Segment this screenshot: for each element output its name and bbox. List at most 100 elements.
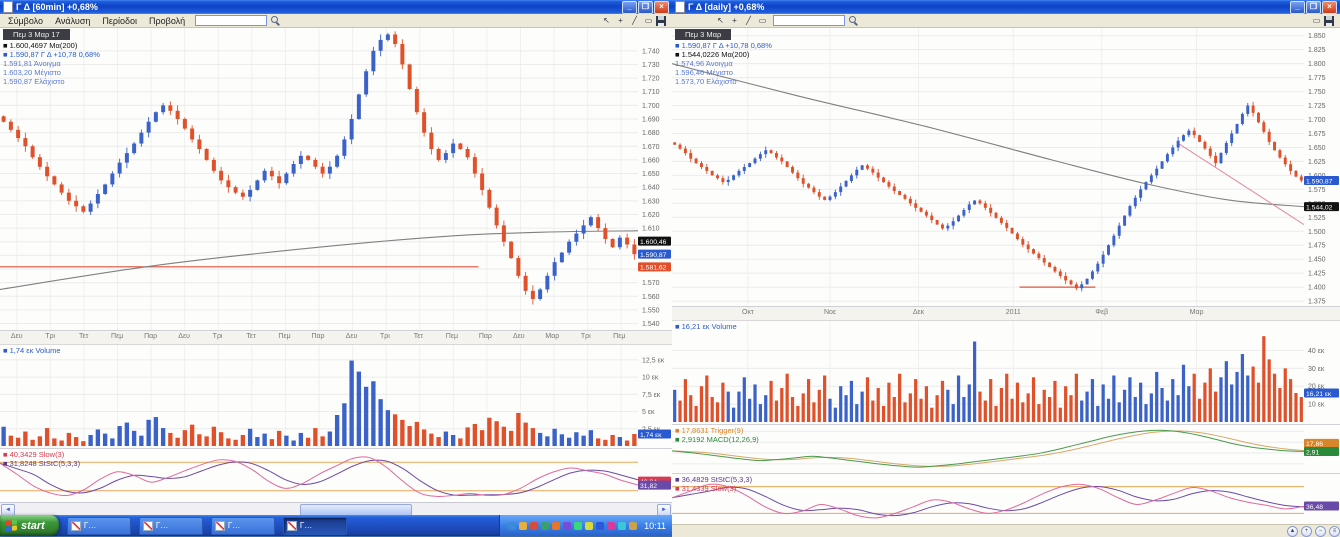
start-button[interactable]: start bbox=[0, 515, 59, 536]
svg-text:7,5 εκ: 7,5 εκ bbox=[642, 392, 661, 399]
crosshair-tool-icon[interactable]: + bbox=[732, 16, 737, 25]
macd-chart-daily[interactable]: ■ 17,8631 Trigger(9) ■ 2,9192 MACD(12,26,… bbox=[672, 425, 1340, 474]
save-icon[interactable] bbox=[656, 15, 666, 26]
symbol-search-input[interactable] bbox=[195, 15, 268, 26]
search-icon[interactable] bbox=[271, 15, 281, 26]
minimize-button[interactable]: _ bbox=[622, 0, 637, 14]
svg-text:1.640: 1.640 bbox=[642, 185, 660, 192]
stochastic-chart-60min[interactable]: ■ 40,3429 Slow(3) ■ 31,8248 StStC(5,3,3) … bbox=[0, 449, 672, 505]
svg-text:1.750: 1.750 bbox=[1308, 89, 1326, 96]
windows-flag-icon bbox=[6, 519, 17, 532]
symbol-search-input[interactable] bbox=[773, 15, 845, 26]
tray-icon-6[interactable] bbox=[574, 521, 583, 530]
tray-icon-1[interactable] bbox=[519, 521, 528, 530]
time-axis-label: Τετ bbox=[78, 333, 89, 340]
svg-text:1.525: 1.525 bbox=[1308, 215, 1326, 222]
search-icon[interactable] bbox=[849, 15, 859, 26]
tray-icon-2[interactable] bbox=[530, 521, 539, 530]
svg-text:36,48: 36,48 bbox=[1306, 504, 1323, 511]
taskbar-window-button-1[interactable]: Γ… bbox=[138, 516, 203, 535]
tray-icon-0[interactable] bbox=[508, 521, 517, 530]
trendline-tool-icon[interactable]: ╱ bbox=[746, 16, 751, 25]
cursor-tool-icon[interactable]: ↖ bbox=[717, 16, 724, 25]
menu-item-2[interactable]: Περίοδοι bbox=[102, 15, 138, 26]
rectangle-tool-icon[interactable]: ▭ bbox=[758, 16, 767, 25]
svg-text:1.740: 1.740 bbox=[642, 48, 660, 55]
titlebar-60min[interactable]: Γ Δ [60min] +0,68% _ ❐ × bbox=[0, 0, 672, 14]
price-chart-daily[interactable]: Πεμ 3 Μαρ ■ 1.590,87 Γ Δ +10,78 0,68% ■ 1.… bbox=[672, 28, 1340, 307]
close-button[interactable]: × bbox=[1322, 0, 1337, 14]
svg-text:1,74 εκ: 1,74 εκ bbox=[640, 432, 662, 439]
zoom-out-button[interactable]: − bbox=[1315, 525, 1326, 537]
taskbar-window-button-0[interactable]: Γ… bbox=[66, 516, 131, 535]
zoom-tool-icon[interactable]: ▭ bbox=[1312, 16, 1321, 25]
taskbar-window-button-2[interactable]: Γ… bbox=[210, 516, 275, 535]
stochastic-chart-daily[interactable]: ■ 36,4829 StStC(5,3,3) ■ 31,4339 Slow(3) … bbox=[672, 474, 1340, 527]
maximize-button[interactable]: ❐ bbox=[1306, 0, 1321, 14]
time-axis-label: Νοε bbox=[823, 309, 837, 316]
time-axis-label: 2011 bbox=[1005, 309, 1021, 316]
time-axis-label: Δεκ bbox=[912, 309, 925, 316]
task-button-label: Γ… bbox=[83, 521, 97, 530]
svg-text:1.540: 1.540 bbox=[642, 321, 660, 328]
rectangle-tool-icon[interactable]: ▭ bbox=[644, 16, 653, 25]
crosshair-tool-icon[interactable]: + bbox=[618, 16, 623, 25]
taskbar-window-button-3[interactable]: Γ… bbox=[282, 516, 347, 535]
taskbar: start Γ… Γ… Γ… Γ… 10:11 bbox=[0, 515, 672, 536]
zoom-in-button[interactable]: + bbox=[1301, 525, 1312, 537]
taskbar-clock: 10:11 bbox=[644, 520, 666, 531]
tray-icon-10[interactable] bbox=[618, 521, 627, 530]
tray-icon-8[interactable] bbox=[596, 521, 605, 530]
window-doc-icon bbox=[675, 1, 685, 13]
save-icon[interactable] bbox=[1324, 15, 1334, 26]
scroll-up-button[interactable]: ▲ bbox=[1287, 525, 1298, 537]
maximize-button[interactable]: ❐ bbox=[638, 0, 653, 14]
tray-icon-5[interactable] bbox=[563, 521, 572, 530]
system-tray: 10:11 bbox=[499, 515, 672, 536]
chart-status-strip: ▲ + − ≡ bbox=[672, 524, 1340, 537]
svg-text:1.400: 1.400 bbox=[1308, 285, 1326, 292]
menu-group: Σύμβολο Ανάλυση Περίοδοι Προβολή bbox=[2, 16, 191, 26]
svg-text:1.720: 1.720 bbox=[642, 76, 660, 83]
pane-resize-button[interactable]: ≡ bbox=[1329, 525, 1340, 537]
trendline-tool-icon[interactable]: ╱ bbox=[632, 16, 637, 25]
time-axis-label: Δευ bbox=[513, 333, 525, 340]
time-axis-label: Παρ bbox=[311, 333, 325, 340]
svg-text:1.590,87: 1.590,87 bbox=[1306, 178, 1333, 185]
time-axis-60min: Δευ Τρι Τετ Πεμ Παρ Δευ Τρι Τετ Πεμ Παρ Δευ Τρι Τετ Π… bbox=[0, 331, 672, 345]
tray-icon-7[interactable] bbox=[585, 521, 594, 530]
time-axis-label: Μαρ bbox=[545, 333, 560, 340]
tray-icon-11[interactable] bbox=[629, 521, 638, 530]
close-button[interactable]: × bbox=[654, 0, 669, 14]
menu-item-0[interactable]: Σύμβολο bbox=[8, 15, 44, 26]
volume-chart-daily[interactable]: ■ 16,21 εκ Volume 40 εκ 30 εκ 20 εκ 10 εκ 16… bbox=[672, 321, 1340, 425]
svg-text:1.675: 1.675 bbox=[1308, 131, 1326, 138]
svg-text:1.590,87: 1.590,87 bbox=[640, 252, 667, 259]
task-button-label: Γ… bbox=[155, 521, 169, 530]
chart-window-daily: Γ Δ [daily] +0,68% _ ❐ × ↖ + ╱ ▭ ▭ Πεμ 3… bbox=[672, 0, 1340, 537]
svg-text:1.425: 1.425 bbox=[1308, 271, 1326, 278]
price-chart-60min[interactable]: Πεμ 3 Μαρ 17 ■ 1.600,4697 Μα(200) ■ 1.590,… bbox=[0, 28, 672, 331]
tray-icon-9[interactable] bbox=[607, 521, 616, 530]
menu-item-3[interactable]: Προβολή bbox=[149, 15, 186, 26]
time-axis-label: Παρ bbox=[478, 333, 492, 340]
titlebar-daily[interactable]: Γ Δ [daily] +0,68% _ ❐ × bbox=[672, 0, 1340, 14]
cursor-tool-icon[interactable]: ↖ bbox=[603, 16, 610, 25]
svg-text:1.700: 1.700 bbox=[642, 103, 660, 110]
svg-text:1.690: 1.690 bbox=[642, 117, 660, 124]
tray-icon-3[interactable] bbox=[541, 521, 550, 530]
svg-text:1.660: 1.660 bbox=[642, 157, 660, 164]
chart-window-icon bbox=[142, 520, 153, 531]
horizontal-scrollbar[interactable]: ◄ ► bbox=[0, 502, 672, 516]
svg-text:1.620: 1.620 bbox=[642, 212, 660, 219]
time-axis-label: Πεμ bbox=[111, 333, 124, 340]
svg-text:1.730: 1.730 bbox=[642, 62, 660, 69]
chart-tools-group-right: ▭ bbox=[1310, 15, 1334, 26]
svg-text:1.550: 1.550 bbox=[642, 307, 660, 314]
minimize-button[interactable]: _ bbox=[1290, 0, 1305, 14]
svg-text:10 εκ: 10 εκ bbox=[642, 375, 659, 382]
start-button-label: start bbox=[21, 519, 45, 532]
menu-item-1[interactable]: Ανάλυση bbox=[55, 15, 91, 26]
tray-icon-4[interactable] bbox=[552, 521, 561, 530]
